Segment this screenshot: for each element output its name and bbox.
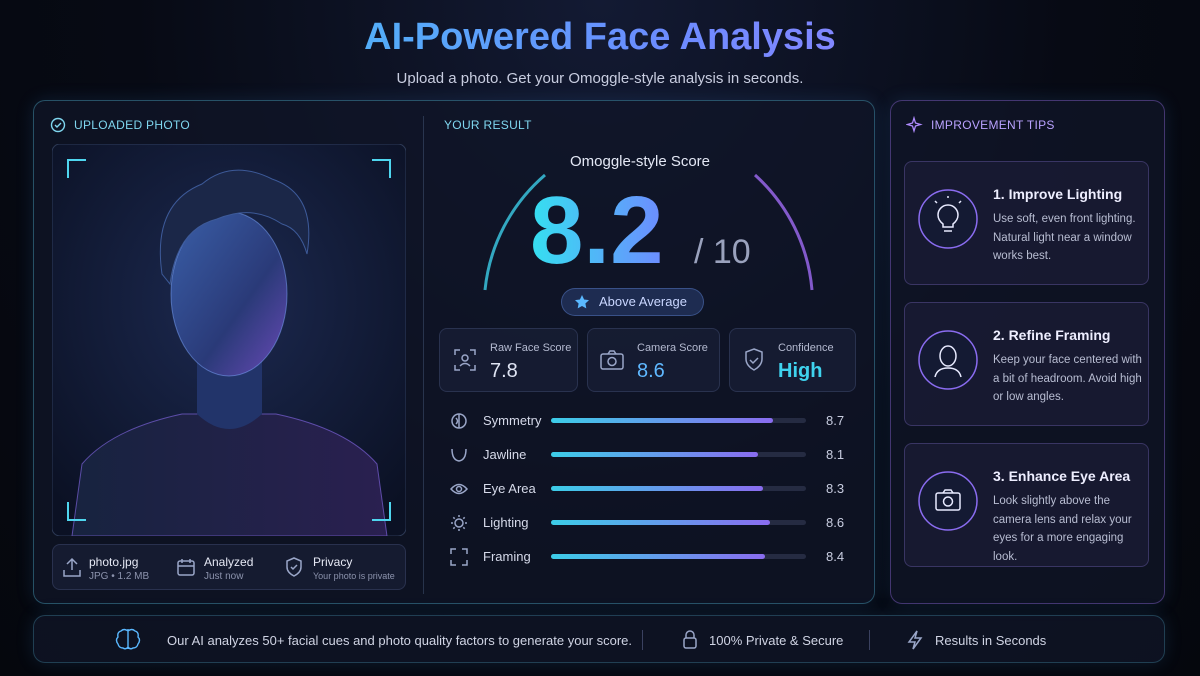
divider [423,116,424,594]
bar [551,486,763,491]
tip-text: Keep your face centered with a bit of he… [993,354,1142,403]
metric-name: Lighting [483,515,529,530]
shield-icon [745,348,763,371]
bar-track [551,452,806,457]
brain-icon [115,628,141,650]
footer-note: Our AI analyzes 50+ facial cues and phot… [167,633,633,648]
stat-card [587,328,720,392]
score-label: Omoggle-style Score [569,153,711,170]
sparkle-icon [906,116,923,134]
metric-icon [450,548,468,566]
footer-speed: Results in Seconds [935,633,1047,648]
file-name: photo.jpg [89,555,139,569]
tip-card: 1. Improve Lighting Use soft, even front… [904,161,1149,285]
metric-name: Jawline [483,447,527,462]
privacy-detail: Your photo is private [313,571,395,581]
status-label: Analyzed [204,555,254,569]
photo [52,144,406,536]
metric-name: Symmetry [483,413,542,428]
gauge [483,173,814,291]
file-meta: JPG • 1.2 MB [89,571,150,582]
stat-label: Raw Face Score [490,342,572,354]
camera-icon [918,471,978,531]
bar-track [551,418,806,423]
bolt-icon [907,630,923,650]
bar-track [551,520,806,525]
separator [869,630,870,650]
metric-value: 8.7 [826,413,845,428]
section-heading: YOUR RESULT [444,118,532,132]
face-icon [918,330,978,390]
camera-icon [600,350,624,370]
metric-icon [450,483,468,495]
bar-track [551,554,806,559]
shield-icon [286,557,302,577]
face-scan-icon [454,349,476,371]
tip-text: Use soft, even front lighting. Natural l… [993,213,1136,262]
tip-title: 2. Refine Framing [993,327,1111,343]
check-icon [50,117,66,133]
metric-value: 8.6 [826,515,845,530]
metric-icon [451,413,467,429]
metric-icon [451,448,467,462]
bar-track [551,486,806,491]
metric-name: Eye Area [483,481,536,496]
bar [551,452,758,457]
upload-icon [63,557,81,577]
stat-value: 8.6 [637,360,665,382]
metric-value: 8.4 [826,549,845,564]
section-heading: IMPROVEMENT TIPS [931,118,1055,132]
footer [33,615,1165,663]
bar [551,520,771,525]
tip-title: 1. Improve Lighting [993,186,1123,202]
page-title: AI-Powered Face Analysis [0,16,1200,59]
score: 8.2 [530,177,664,284]
status-detail: Just now [204,571,244,582]
bulb-icon [918,189,978,249]
bar [551,554,766,559]
badge-text: Above Average [599,294,687,309]
tip-title: 3. Enhance Eye Area [993,468,1131,484]
photo-meta [52,544,406,590]
metric-value: 8.1 [826,447,845,462]
stat-value: High [778,360,823,382]
privacy-label: Privacy [313,555,353,569]
metric-name: Framing [483,549,531,564]
bar [551,418,773,423]
stat-label: Camera Score [637,342,708,354]
page-subtitle: Upload a photo. Get your Omoggle-style a… [396,70,804,87]
tip-card: 3. Enhance Eye Area Look slightly above … [904,443,1149,567]
section-heading: UPLOADED PHOTO [74,118,191,132]
metric-value: 8.3 [826,481,845,496]
tip-card: 2. Refine Framing Keep your face centere… [904,302,1149,426]
stat-label: Confidence [778,342,834,354]
star-icon [575,295,589,309]
calendar-icon [177,559,195,576]
lock-icon [683,630,697,649]
score-max: / 10 [694,233,751,271]
stat-value: 7.8 [490,360,518,382]
tip-text: Look slightly above the camera lens and … [993,495,1132,563]
footer-private: 100% Private & Secure [709,633,844,648]
metric-icon [451,515,467,531]
separator [642,630,643,650]
